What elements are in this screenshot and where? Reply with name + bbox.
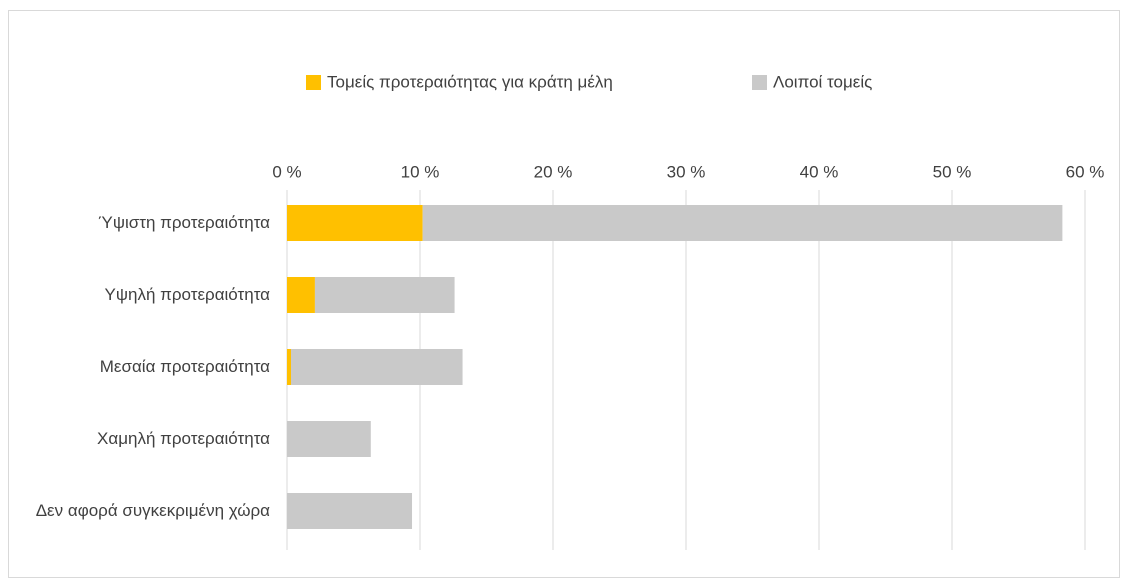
- legend-label: Τομείς προτεραιότητας για κράτη μέλη: [327, 72, 613, 91]
- bar-segment: [287, 493, 413, 529]
- x-tick-label: 40 %: [800, 162, 839, 181]
- legend-label: Λοιποί τομείς: [773, 72, 872, 91]
- x-tick-label: 0 %: [272, 162, 301, 181]
- y-tick-label: Χαμηλή προτεραιότητα: [97, 429, 270, 448]
- category-label-box: Χαμηλή προτεραιότητα: [10, 409, 270, 469]
- chart-border: [8, 10, 1120, 578]
- x-tick-label: 20 %: [534, 162, 573, 181]
- category-label-box: Δεν αφορά συγκεκριμένη χώρα: [10, 481, 270, 541]
- x-tick-label: 50 %: [933, 162, 972, 181]
- legend-swatch: [306, 75, 321, 90]
- x-tick-label: 60 %: [1066, 162, 1105, 181]
- category-label-box: Ύψιστη προτεραιότητα: [10, 193, 270, 253]
- y-tick-label: Δεν αφορά συγκεκριμένη χώρα: [35, 501, 270, 520]
- x-tick-label: 30 %: [667, 162, 706, 181]
- y-tick-label: Ύψιστη προτεραιότητα: [98, 213, 270, 232]
- x-tick-label: 10 %: [401, 162, 440, 181]
- bar-segment: [290, 349, 463, 385]
- category-label-box: Μεσαία προτεραιότητα: [10, 337, 270, 397]
- legend-swatch: [752, 75, 767, 90]
- bar-segment: [314, 277, 455, 313]
- bar-segment: [287, 349, 291, 385]
- bar-segment: [422, 205, 1063, 241]
- bar-segment: [287, 205, 423, 241]
- category-label-box: Υψηλή προτεραιότητα: [10, 265, 270, 325]
- bar-segment: [287, 421, 371, 457]
- y-tick-label: Υψηλή προτεραιότητα: [104, 285, 270, 304]
- y-tick-label: Μεσαία προτεραιότητα: [99, 357, 270, 376]
- bar-segment: [287, 277, 315, 313]
